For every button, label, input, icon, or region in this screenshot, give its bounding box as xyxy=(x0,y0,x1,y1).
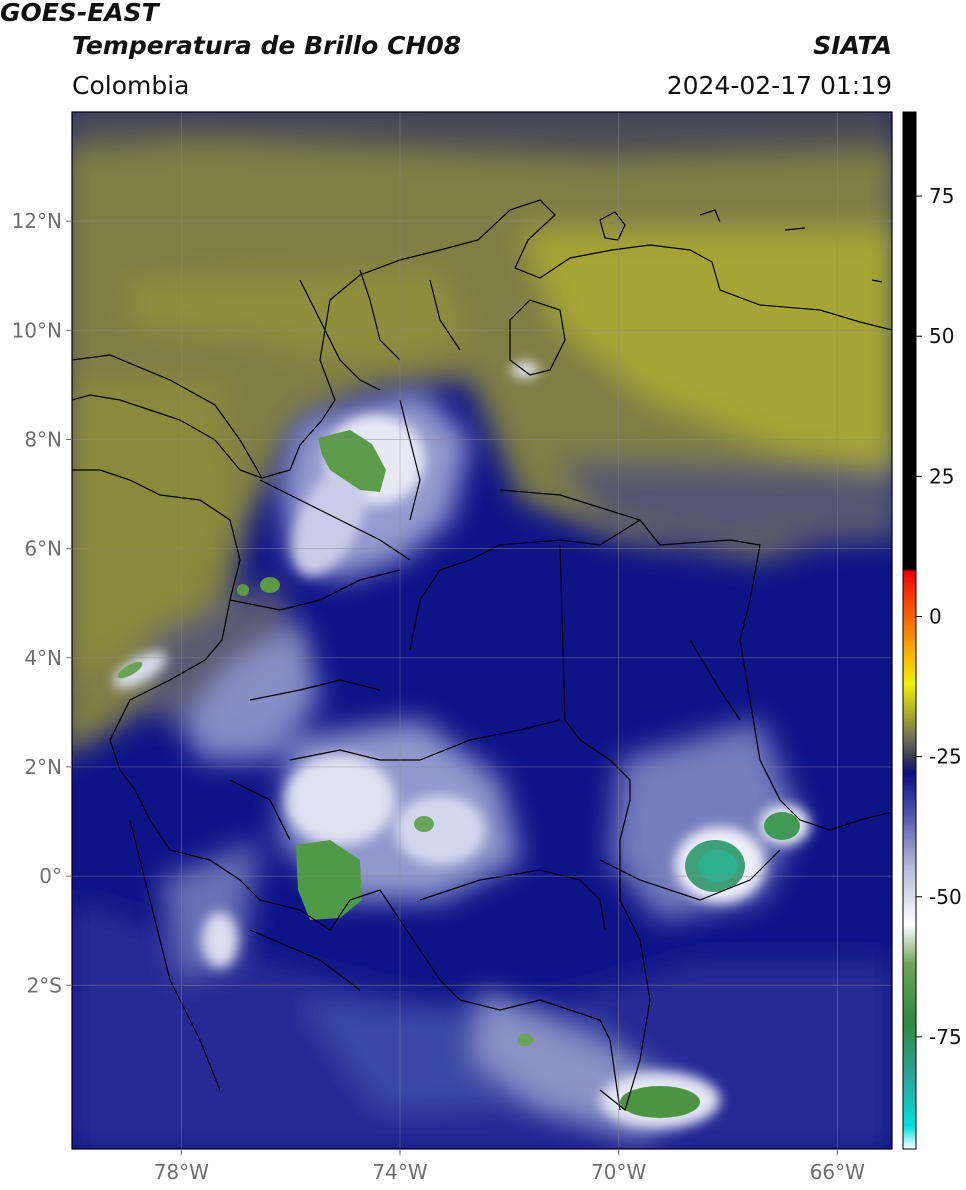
region-label: Colombia xyxy=(72,71,190,100)
country-borders xyxy=(72,199,892,1112)
latitude-tick-label: 12°N xyxy=(12,209,62,233)
colorbar-tick-label: -25 xyxy=(929,745,962,769)
latitude-tick-label: 8°N xyxy=(24,427,62,451)
satellite-title: GOES-EAST xyxy=(0,0,159,27)
longitude-tick-label: 70°W xyxy=(591,1160,646,1184)
longitude-tick-label: 74°W xyxy=(372,1160,427,1184)
colorbar-tick-label: 0 xyxy=(929,604,942,628)
colorbar-tick-label: -75 xyxy=(929,1025,962,1049)
latitude-tick-label: 0° xyxy=(39,864,62,888)
colorbar-tick-label: -50 xyxy=(929,885,962,909)
colorbar-tick-label: 50 xyxy=(929,324,954,348)
colorbar-tick-label: 75 xyxy=(929,184,954,208)
graticule xyxy=(72,112,892,1149)
longitude-tick-label: 78°W xyxy=(154,1160,209,1184)
datetime-label: 2024-02-17 01:19 xyxy=(666,71,892,100)
latitude-tick-label: 2°S xyxy=(27,973,62,997)
latitude-tick-label: 10°N xyxy=(12,318,62,342)
latitude-labels: 12°N 10°N 8°N 6°N 4°N 2°N 0° 2°S xyxy=(12,209,72,997)
colorbar-frame xyxy=(902,111,917,1150)
agency-label: SIATA xyxy=(813,31,892,60)
colorbar-tick-label: 25 xyxy=(929,464,954,488)
brightness-temperature-field xyxy=(72,112,892,1149)
latitude-tick-label: 4°N xyxy=(24,646,62,670)
map-frame xyxy=(71,111,893,1150)
longitude-tick-label: 66°W xyxy=(810,1160,865,1184)
product-title: Temperatura de Brillo CH08 xyxy=(72,31,462,60)
colorbar xyxy=(903,112,916,1149)
latitude-tick-label: 6°N xyxy=(24,537,62,561)
longitude-labels: 78°W 74°W 70°W 66°W xyxy=(154,1149,865,1184)
latitude-tick-label: 2°N xyxy=(24,755,62,779)
colorbar-ticks: 75 50 25 0 -25 -50 -75 xyxy=(916,184,962,1049)
